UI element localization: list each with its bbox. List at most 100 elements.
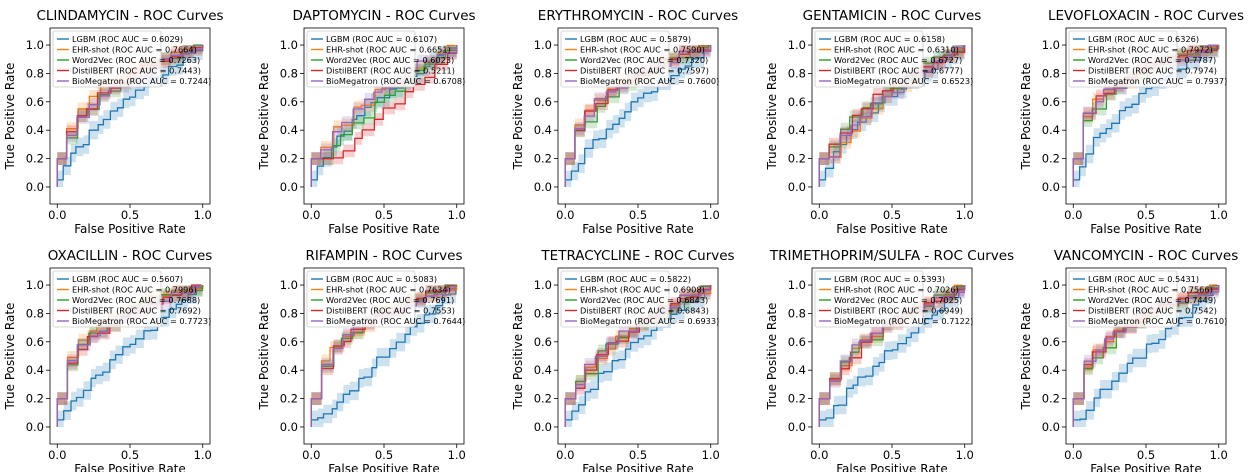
y-tick-label: 0.2	[534, 392, 552, 406]
y-tick-label: 0.0	[534, 420, 552, 434]
y-tick-label: 0.2	[26, 152, 44, 166]
y-axis-label: True Positive Rate	[511, 63, 525, 171]
roc-line-lgbm	[564, 285, 712, 427]
y-tick-label: 0.6	[534, 95, 552, 109]
roc-line-biomegatron	[310, 45, 458, 187]
legend: LGBM (ROC AUC = 0.6029)EHR-shot (ROC AUC…	[52, 30, 211, 88]
roc-band-lgbm	[819, 285, 965, 427]
x-tick-label: 1.0	[1210, 448, 1228, 462]
legend-entry-ehr-shot: EHR-shot (ROC AUC = 0.6310)	[834, 45, 959, 55]
roc-line-distilbert	[310, 45, 458, 187]
roc-band-lgbm	[311, 45, 457, 187]
x-tick-label: 0.0	[48, 208, 66, 222]
x-tick-label: 1.0	[448, 208, 466, 222]
chart-title: VANCOMYCIN - ROC Curves	[1054, 248, 1238, 264]
x-tick-label: 0.5	[121, 448, 139, 462]
y-axis-label: True Positive Rate	[257, 63, 271, 171]
y-tick-label: 0.8	[280, 66, 298, 80]
x-tick-label: 1.0	[194, 448, 212, 462]
legend-entry-biomegatron: BioMegatron (ROC AUC = 0.7244)	[72, 76, 211, 86]
roc-band-word2vec	[565, 285, 711, 427]
x-axis-label: False Positive Rate	[1090, 462, 1202, 472]
legend-box	[1068, 30, 1178, 88]
y-tick-label: 0.2	[280, 392, 298, 406]
y-tick-label: 0.2	[534, 152, 552, 166]
x-tick-label: 0.0	[1064, 448, 1082, 462]
legend-entry-ehr-shot: EHR-shot (ROC AUC = 0.7664)	[72, 45, 197, 55]
y-axis-label: True Positive Rate	[765, 303, 779, 411]
x-tick-label: 1.0	[702, 448, 720, 462]
y-tick-label: 0.4	[534, 363, 552, 377]
x-tick-label: 0.5	[883, 208, 901, 222]
y-tick-label: 1.0	[280, 278, 298, 292]
y-tick-label: 0.4	[26, 123, 44, 137]
x-axis-label: False Positive Rate	[582, 222, 694, 236]
chart-title: DAPTOMYCIN - ROC Curves	[292, 8, 475, 24]
roc-band-distilbert	[819, 285, 965, 427]
y-axis-label: True Positive Rate	[3, 303, 17, 411]
y-tick-label: 0.6	[26, 95, 44, 109]
legend-entry-lgbm: LGBM (ROC AUC = 0.5431)	[1088, 274, 1199, 284]
legend-entry-distilbert: DistilBERT (ROC AUC = 0.5211)	[326, 66, 455, 76]
roc-chart-erythromycin: ERYTHROMYCIN - ROC Curves 0.0 0.5 1.0 0.0 0.2…	[511, 8, 738, 236]
legend-box	[52, 270, 162, 328]
roc-chart-rifampin: RIFAMPIN - ROC Curves 0.0 0.5 1.0 0.0 0.2 0.4 0…	[257, 248, 466, 472]
roc-line-biomegatron	[818, 45, 966, 187]
legend-entry-word2vec: Word2Vec (ROC AUC = 0.7449)	[1088, 295, 1216, 305]
y-tick-label: 1.0	[534, 38, 552, 52]
legend-entry-ehr-shot: EHR-shot (ROC AUC = 0.7996)	[72, 285, 197, 295]
x-tick-label: 0.0	[556, 208, 574, 222]
y-axis-label: True Positive Rate	[765, 63, 779, 171]
roc-chart-levofloxacin: LEVOFLOXACIN - ROC Curves 0.0 0.5 1.0 0.0 0.2…	[1019, 8, 1244, 236]
legend-entry-lgbm: LGBM (ROC AUC = 0.6158)	[834, 34, 945, 44]
legend-entry-distilbert: DistilBERT (ROC AUC = 0.6777)	[834, 66, 963, 76]
y-axis-label: True Positive Rate	[1019, 63, 1033, 171]
legend-entry-biomegatron: BioMegatron (ROC AUC = 0.6933)	[580, 316, 719, 326]
x-tick-label: 0.0	[810, 208, 828, 222]
legend-box	[814, 270, 924, 328]
legend-entry-biomegatron: BioMegatron (ROC AUC = 0.7122)	[834, 316, 973, 326]
y-tick-label: 0.6	[788, 335, 806, 349]
roc-band-word2vec	[819, 285, 965, 427]
y-tick-label: 0.8	[1042, 66, 1060, 80]
y-tick-label: 0.4	[1042, 363, 1060, 377]
legend-entry-ehr-shot: EHR-shot (ROC AUC = 0.7972)	[1088, 45, 1213, 55]
y-tick-label: 0.0	[280, 420, 298, 434]
y-tick-label: 0.4	[534, 123, 552, 137]
y-tick-label: 0.0	[1042, 180, 1060, 194]
legend-entry-biomegatron: BioMegatron (ROC AUC = 0.6708)	[326, 76, 465, 86]
roc-band-lgbm	[1073, 285, 1218, 427]
x-axis-label: False Positive Rate	[1090, 222, 1202, 236]
x-axis-label: False Positive Rate	[74, 462, 186, 472]
x-tick-label: 0.5	[375, 448, 393, 462]
roc-band-lgbm	[565, 285, 711, 427]
y-tick-label: 0.8	[26, 66, 44, 80]
legend-entry-distilbert: DistilBERT (ROC AUC = 0.7974)	[1088, 66, 1217, 76]
legend-entry-biomegatron: BioMegatron (ROC AUC = 0.7600)	[580, 76, 719, 86]
legend-entry-distilbert: DistilBERT (ROC AUC = 0.7692)	[72, 306, 201, 316]
y-tick-label: 0.8	[534, 66, 552, 80]
y-axis-label: True Positive Rate	[3, 63, 17, 171]
legend-entry-word2vec: Word2Vec (ROC AUC = 0.7688)	[72, 295, 200, 305]
roc-band-lgbm	[311, 285, 456, 427]
y-tick-label: 1.0	[26, 278, 44, 292]
legend: LGBM (ROC AUC = 0.6158)EHR-shot (ROC AUC…	[814, 30, 973, 88]
roc-band-biomegatron	[819, 45, 965, 187]
y-tick-label: 0.0	[280, 180, 298, 194]
legend-entry-word2vec: Word2Vec (ROC AUC = 0.7263)	[72, 55, 200, 65]
y-tick-label: 0.6	[534, 335, 552, 349]
x-tick-label: 0.0	[810, 448, 828, 462]
legend-entry-distilbert: DistilBERT (ROC AUC = 0.7553)	[326, 306, 455, 316]
legend-entry-word2vec: Word2Vec (ROC AUC = 0.7787)	[1088, 55, 1216, 65]
roc-chart-oxacillin: OXACILLIN - ROC Curves 0.0 0.5 1.0 0.0 0.2 0.4…	[3, 248, 212, 472]
y-tick-label: 0.2	[1042, 152, 1060, 166]
y-tick-label: 1.0	[1042, 38, 1060, 52]
roc-band-word2vec	[311, 45, 457, 187]
x-axis-label: False Positive Rate	[836, 222, 948, 236]
roc-line-lgbm	[310, 285, 457, 427]
legend-entry-biomegatron: BioMegatron (ROC AUC = 0.7937)	[1088, 76, 1227, 86]
x-tick-label: 0.5	[1137, 208, 1155, 222]
legend-entry-distilbert: DistilBERT (ROC AUC = 0.7443)	[72, 66, 201, 76]
legend-entry-biomegatron: BioMegatron (ROC AUC = 0.7723)	[72, 316, 211, 326]
